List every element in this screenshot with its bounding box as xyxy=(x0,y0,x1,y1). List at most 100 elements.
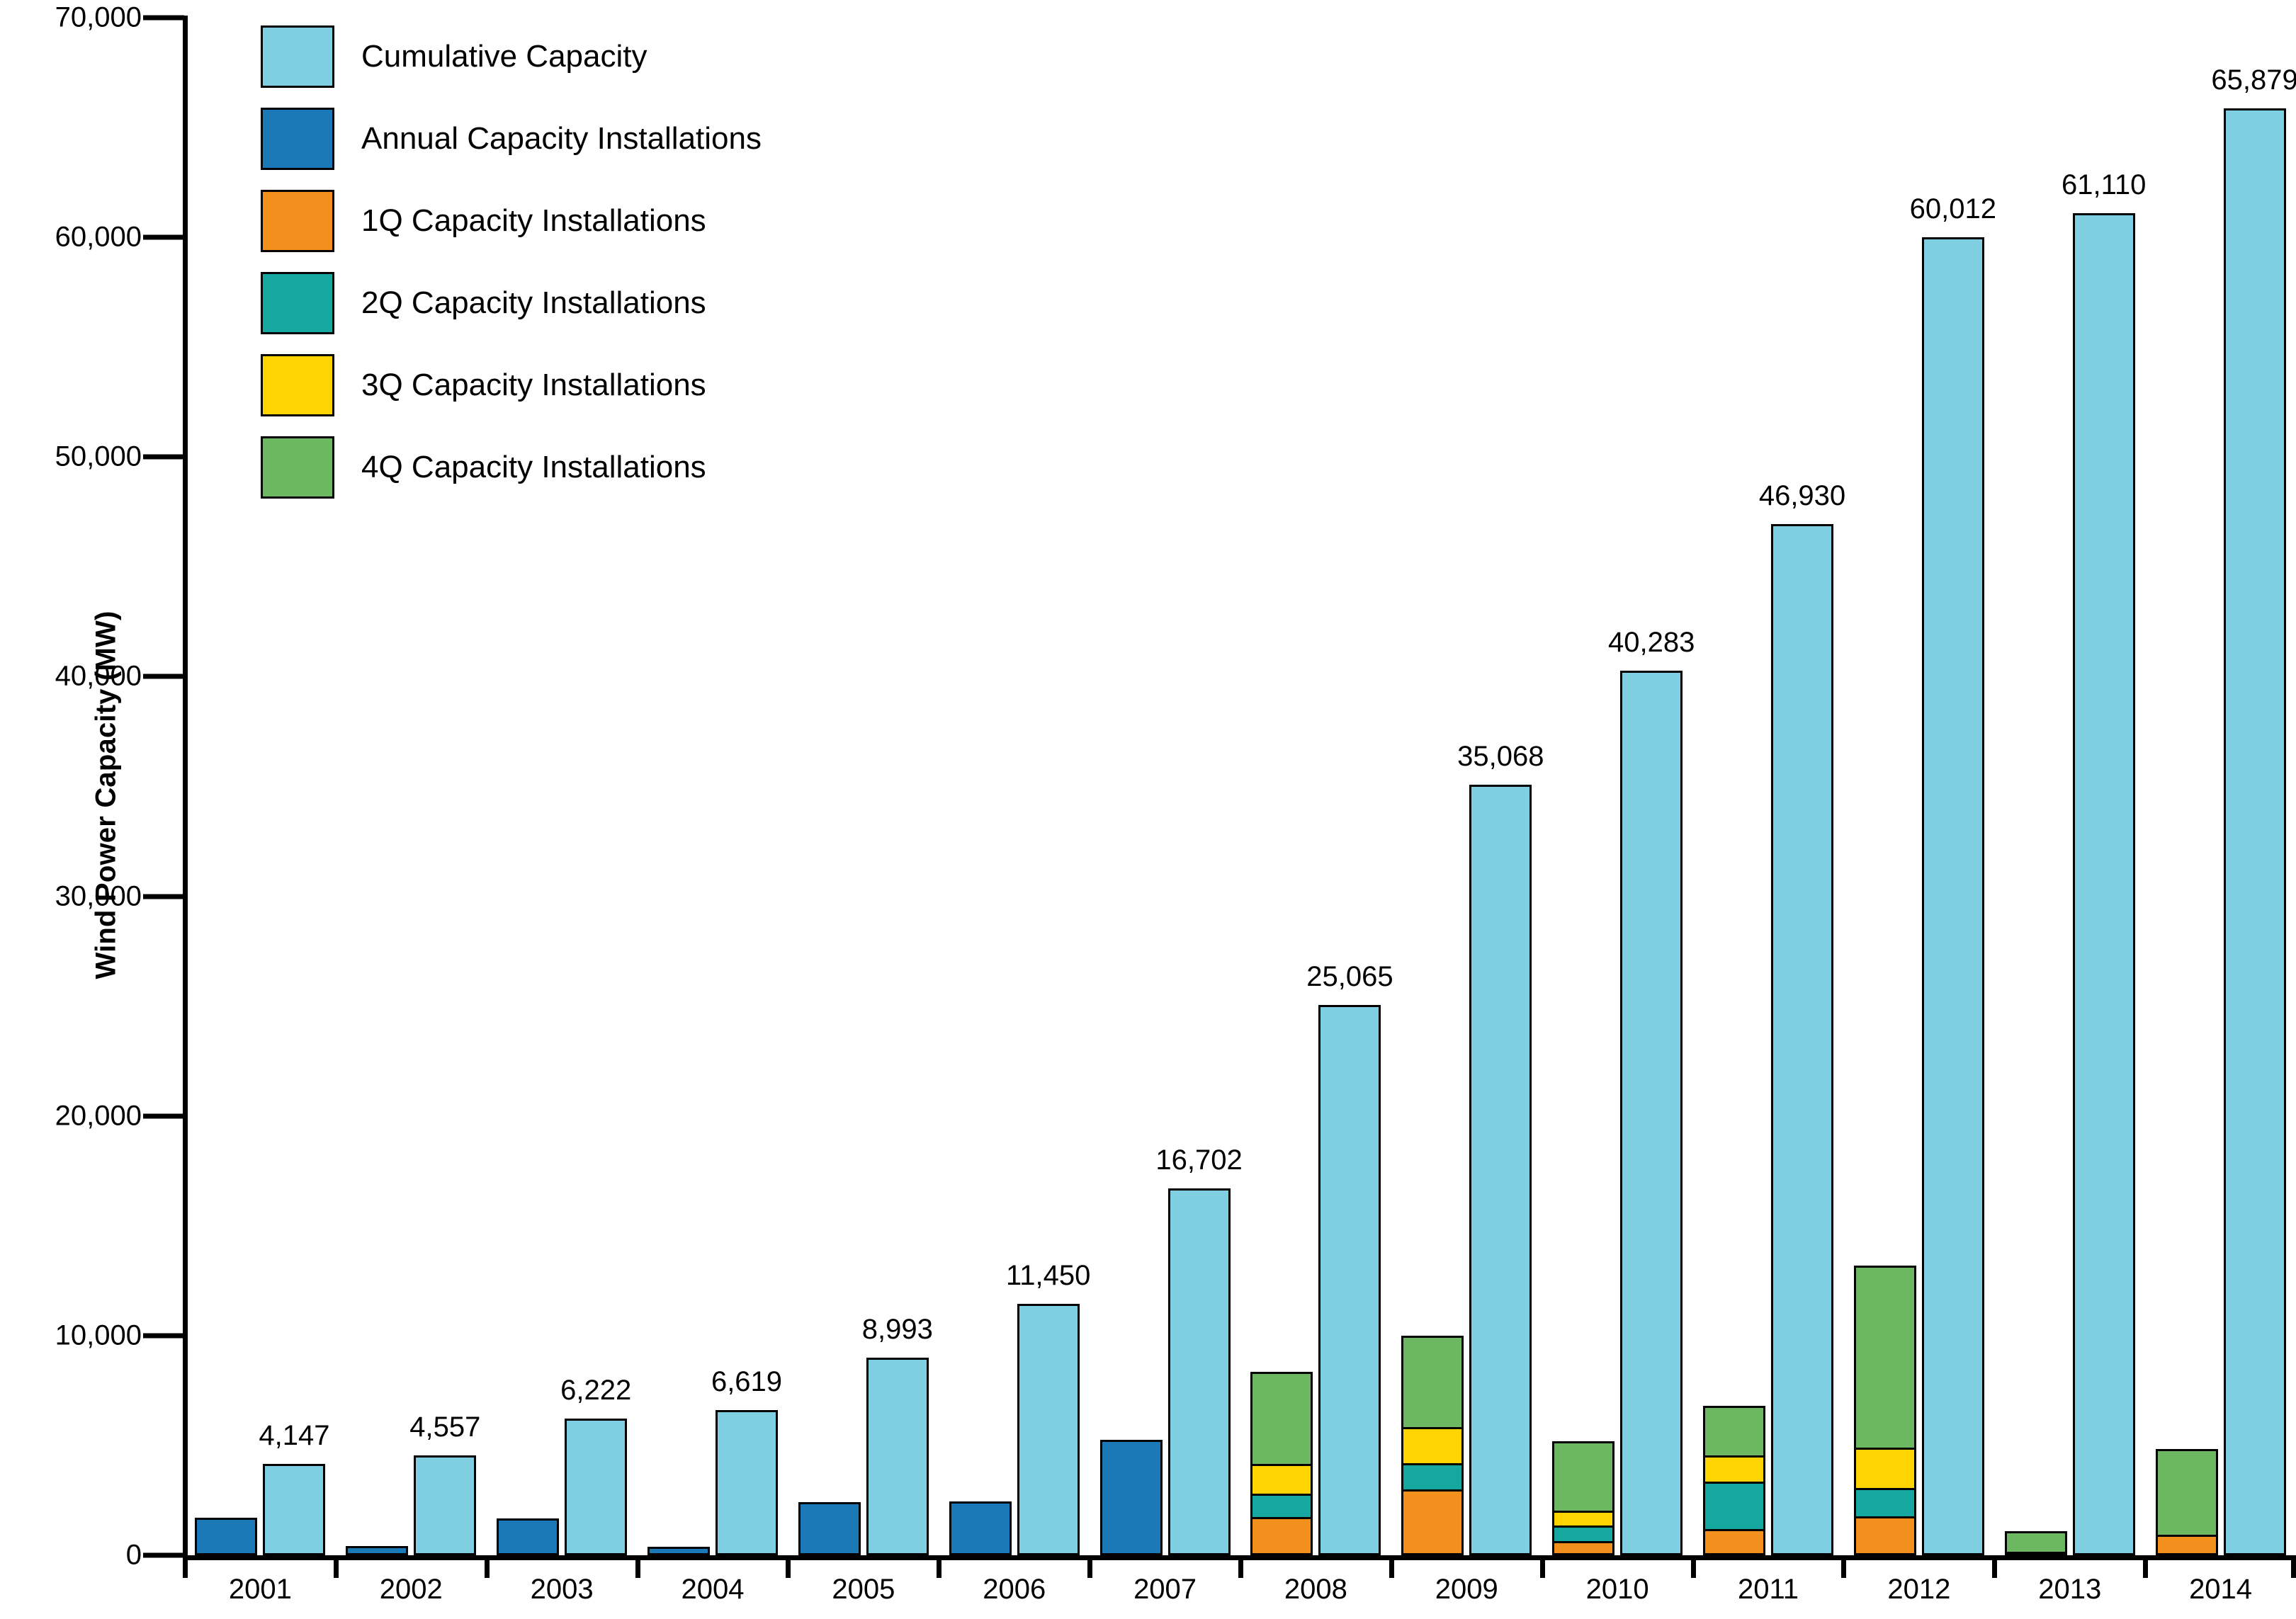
x-tick-mark xyxy=(484,1555,490,1578)
y-axis-line xyxy=(183,16,188,1558)
bar-segment-q3 xyxy=(1552,1512,1615,1528)
y-tick-label: 0 xyxy=(125,1539,142,1571)
bar-cumulative-capacity xyxy=(565,1419,628,1555)
y-tick-mark xyxy=(143,1113,184,1119)
bar-cumulative-capacity xyxy=(2223,108,2286,1555)
bar-cumulative-capacity xyxy=(1620,670,1683,1555)
bar-annual-capacity xyxy=(1099,1439,1163,1555)
bar-segment-q4 xyxy=(1853,1265,1916,1450)
x-tick-mark xyxy=(1389,1555,1394,1578)
bar-value-label: 16,702 xyxy=(1155,1144,1243,1176)
legend-item[interactable]: 2Q Capacity Installations xyxy=(261,262,762,344)
x-tick-label: 2014 xyxy=(2189,1574,2253,1605)
bar-quarterly-stack xyxy=(1401,1335,1464,1555)
bar-cumulative-capacity xyxy=(1017,1303,1080,1555)
bar-cumulative-capacity xyxy=(263,1464,326,1555)
x-tick-label: 2003 xyxy=(530,1574,594,1605)
bar-value-label: 11,450 xyxy=(1006,1259,1091,1291)
y-tick-mark xyxy=(143,1552,184,1558)
x-tick-label: 2001 xyxy=(228,1574,292,1605)
bar-cumulative-capacity xyxy=(1771,524,1833,1555)
bar-annual-capacity xyxy=(647,1546,710,1555)
chart-legend: Cumulative Capacity Annual Capacity Insta… xyxy=(261,16,762,509)
x-tick-label: 2004 xyxy=(681,1574,745,1605)
bar-segment-q1 xyxy=(1703,1530,1765,1555)
bar-cumulative-capacity xyxy=(1318,1004,1381,1555)
bar-value-label: 6,619 xyxy=(711,1365,783,1397)
bar-segment-q2 xyxy=(1250,1496,1313,1519)
bar-quarterly-stack xyxy=(1552,1441,1615,1555)
x-tick-mark xyxy=(786,1555,791,1578)
x-tick-label: 2011 xyxy=(1737,1574,1799,1605)
bar-segment-q1 xyxy=(1853,1518,1916,1555)
x-tick-mark xyxy=(1087,1555,1093,1578)
y-tick-mark xyxy=(143,674,184,679)
bar-quarterly-stack xyxy=(2155,1449,2218,1555)
x-tick-mark xyxy=(2291,1555,2296,1578)
bar-value-label: 4,557 xyxy=(409,1411,481,1443)
bar-value-label: 60,012 xyxy=(1909,193,1997,225)
y-tick-label: 20,000 xyxy=(55,1100,142,1132)
bar-cumulative-capacity xyxy=(2072,212,2135,1555)
bar-segment-q3 xyxy=(1703,1457,1765,1484)
x-tick-label: 2009 xyxy=(1435,1574,1498,1605)
legend-swatch xyxy=(261,272,334,334)
legend-swatch xyxy=(261,25,334,88)
bar-annual-capacity xyxy=(798,1501,861,1555)
x-tick-label: 2007 xyxy=(1133,1574,1197,1605)
x-tick-mark xyxy=(635,1555,640,1578)
legend-item[interactable]: 3Q Capacity Installations xyxy=(261,344,762,426)
bar-segment-q1 xyxy=(1250,1518,1313,1555)
bar-cumulative-capacity xyxy=(1167,1188,1231,1555)
legend-label: Cumulative Capacity xyxy=(361,39,647,74)
y-tick-mark xyxy=(143,894,184,899)
y-tick-mark xyxy=(143,15,184,21)
bar-value-label: 35,068 xyxy=(1457,741,1544,773)
bar-segment-q3 xyxy=(1401,1429,1464,1465)
bar-segment-q2 xyxy=(1703,1484,1765,1531)
x-tick-mark xyxy=(183,1555,188,1578)
bar-value-label: 46,930 xyxy=(1758,480,1846,512)
bar-value-label: 8,993 xyxy=(861,1314,933,1346)
x-tick-label: 2012 xyxy=(1887,1574,1951,1605)
y-tick-label: 40,000 xyxy=(55,660,142,692)
bar-segment-q4 xyxy=(1552,1441,1615,1513)
bar-value-label: 6,222 xyxy=(560,1375,632,1407)
y-tick-label: 10,000 xyxy=(55,1319,142,1351)
x-tick-label: 2002 xyxy=(379,1574,443,1605)
bar-cumulative-capacity xyxy=(1921,237,1984,1555)
bar-segment-q4 xyxy=(1250,1371,1313,1467)
bar-value-label: 65,879 xyxy=(2211,64,2296,96)
bar-segment-q1 xyxy=(1401,1492,1464,1555)
x-tick-label: 2010 xyxy=(1585,1574,1649,1605)
legend-item[interactable]: Cumulative Capacity xyxy=(261,16,762,98)
legend-label: 3Q Capacity Installations xyxy=(361,368,706,402)
bar-value-label: 40,283 xyxy=(1607,626,1695,658)
bar-segment-q4 xyxy=(2155,1449,2218,1538)
x-tick-mark xyxy=(1539,1555,1545,1578)
bar-segment-q4 xyxy=(1401,1335,1464,1430)
bar-quarterly-stack xyxy=(2004,1531,2067,1557)
legend-item[interactable]: 4Q Capacity Installations xyxy=(261,426,762,509)
y-axis-title: Wind Power Capacity (MW) xyxy=(90,610,122,979)
x-tick-mark xyxy=(2143,1555,2149,1578)
x-tick-mark xyxy=(1841,1555,1847,1578)
bar-segment-q1 xyxy=(1552,1543,1615,1555)
bar-value-label: 25,065 xyxy=(1306,960,1393,992)
legend-item[interactable]: Annual Capacity Installations xyxy=(261,98,762,180)
y-tick-label: 30,000 xyxy=(55,880,142,912)
bar-cumulative-capacity xyxy=(716,1409,778,1555)
bar-segment-q4 xyxy=(2004,1531,2067,1555)
bar-segment-q2 xyxy=(1401,1465,1464,1492)
bar-segment-q2 xyxy=(1853,1489,1916,1518)
bar-annual-capacity xyxy=(949,1501,1012,1555)
x-tick-mark xyxy=(1690,1555,1696,1578)
legend-item[interactable]: 1Q Capacity Installations xyxy=(261,180,762,262)
bar-annual-capacity xyxy=(497,1518,560,1555)
y-tick-mark xyxy=(143,1333,184,1339)
legend-swatch xyxy=(261,190,334,252)
x-tick-mark xyxy=(937,1555,942,1578)
x-tick-mark xyxy=(333,1555,339,1578)
bar-segment-q4 xyxy=(1703,1406,1765,1458)
legend-label: 2Q Capacity Installations xyxy=(361,285,706,320)
